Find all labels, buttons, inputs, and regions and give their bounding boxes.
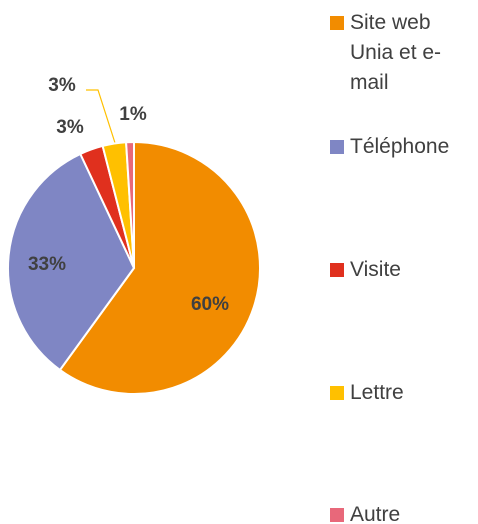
pie-slice [58,140,261,395]
data-label: 3% [56,117,84,138]
legend-swatch [330,263,344,277]
legend-item: Visite [330,255,470,285]
legend-label: Téléphone [350,135,450,158]
legend-swatch [330,140,344,154]
legend-item: Téléphone [330,132,470,162]
legend-item: Lettre [330,378,470,408]
legend-label: Lettre [350,381,404,404]
legend-label: Site web Unia et e-mail [350,11,442,94]
legend-item: Autre [330,500,470,524]
data-label: 1% [119,104,147,125]
data-label: 3% [48,75,76,96]
leader-line [86,89,117,147]
legend-swatch [330,16,344,30]
legend-swatch [330,508,344,522]
legend-item: Site web Unia et e-mail [330,8,470,98]
legend-label: Visite [350,258,401,281]
pie-slice [125,140,135,269]
data-label: 60% [191,294,229,315]
pie-slice [7,152,136,372]
legend-swatch [330,386,344,400]
data-label: 33% [28,254,66,275]
legend-label: Autre [350,503,401,524]
